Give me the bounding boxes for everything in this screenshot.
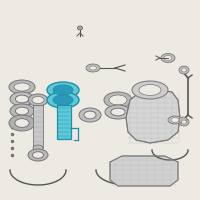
Ellipse shape bbox=[9, 115, 35, 131]
Ellipse shape bbox=[79, 108, 101, 122]
Ellipse shape bbox=[33, 145, 43, 151]
Ellipse shape bbox=[168, 116, 182, 124]
Ellipse shape bbox=[109, 95, 127, 105]
Ellipse shape bbox=[179, 66, 189, 74]
Ellipse shape bbox=[86, 64, 100, 72]
Ellipse shape bbox=[111, 108, 125, 116]
Ellipse shape bbox=[32, 97, 44, 104]
Ellipse shape bbox=[105, 105, 131, 119]
Ellipse shape bbox=[10, 92, 34, 106]
Ellipse shape bbox=[139, 84, 161, 96]
Ellipse shape bbox=[90, 66, 96, 70]
Ellipse shape bbox=[182, 68, 186, 72]
Ellipse shape bbox=[15, 95, 29, 103]
Ellipse shape bbox=[132, 81, 168, 99]
Ellipse shape bbox=[28, 149, 48, 161]
Ellipse shape bbox=[84, 111, 96, 119]
Ellipse shape bbox=[182, 120, 186, 124]
Ellipse shape bbox=[9, 80, 35, 94]
Ellipse shape bbox=[14, 83, 30, 91]
Ellipse shape bbox=[28, 94, 48, 106]
Ellipse shape bbox=[179, 117, 187, 123]
Ellipse shape bbox=[15, 107, 29, 115]
Ellipse shape bbox=[171, 117, 179, 122]
Ellipse shape bbox=[32, 152, 44, 158]
Ellipse shape bbox=[179, 118, 189, 126]
Ellipse shape bbox=[104, 92, 132, 108]
Polygon shape bbox=[110, 156, 178, 186]
Ellipse shape bbox=[47, 92, 79, 108]
FancyBboxPatch shape bbox=[57, 104, 70, 138]
Ellipse shape bbox=[53, 95, 73, 105]
Ellipse shape bbox=[164, 55, 172, 60]
Ellipse shape bbox=[47, 82, 79, 98]
Ellipse shape bbox=[15, 119, 29, 127]
Ellipse shape bbox=[10, 104, 34, 118]
Polygon shape bbox=[126, 90, 180, 143]
FancyBboxPatch shape bbox=[33, 105, 43, 148]
Ellipse shape bbox=[78, 26, 83, 30]
Ellipse shape bbox=[161, 53, 175, 62]
Ellipse shape bbox=[53, 85, 73, 95]
